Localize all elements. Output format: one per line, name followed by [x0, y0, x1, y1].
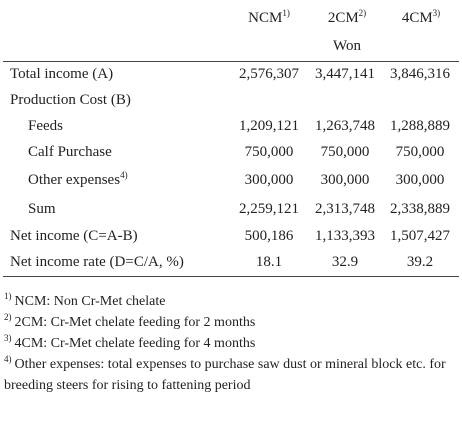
cell-4cm: 750,000 — [395, 144, 445, 160]
cell-ncm: 500,186 — [244, 228, 294, 244]
table-bottom-rule — [3, 276, 459, 277]
cell-2cm: 1,133,393 — [315, 228, 375, 244]
row-label: Total income (A) — [10, 66, 114, 82]
footnote: 2) 2CM: Cr-Met chelate feeding for 2 mont… — [4, 312, 256, 331]
table-row: Sum 2,259,121 2,313,748 2,338,889 — [0, 196, 462, 222]
column-header-4cm: 4CM3) — [401, 8, 441, 27]
cell-ncm: 750,000 — [244, 144, 294, 160]
table-row: Production Cost (B) — [0, 87, 462, 113]
cell-ncm: 300,000 — [244, 172, 294, 188]
cell-ncm: 2,259,121 — [239, 201, 299, 217]
table-row: Other expenses4) 300,000 300,000 300,000 — [0, 167, 462, 193]
column-header-2cm: 2CM2) — [327, 8, 367, 27]
table-row: Calf Purchase 750,000 750,000 750,000 — [0, 139, 462, 165]
cell-4cm: 3,846,316 — [390, 66, 450, 82]
table-top-rule — [3, 61, 459, 62]
column-header-ncm: NCM1) — [248, 8, 290, 27]
cell-4cm: 2,338,889 — [390, 201, 450, 217]
table-row: Net income rate (D=C/A, %) 18.1 32.9 39.… — [0, 249, 462, 275]
cell-4cm: 1,507,427 — [390, 228, 450, 244]
footnote: 4) Other expenses: total expenses to purc… — [4, 354, 446, 394]
row-label: Net income (C=A-B) — [10, 228, 138, 244]
footnote: 3) 4CM: Cr-Met chelate feeding for 4 mont… — [4, 333, 256, 352]
row-label: Production Cost (B) — [10, 92, 131, 108]
cell-2cm: 750,000 — [320, 144, 370, 160]
cell-2cm: 3,447,141 — [315, 66, 375, 82]
row-label: Sum — [28, 201, 56, 217]
table-row: Net income (C=A-B) 500,186 1,133,393 1,5… — [0, 223, 462, 249]
cell-ncm: 1,209,121 — [239, 118, 299, 134]
cell-2cm: 2,313,748 — [315, 201, 375, 217]
table-row: Total income (A) 2,576,307 3,447,141 3,8… — [0, 61, 462, 87]
row-label: Feeds — [28, 118, 63, 134]
table-row: Feeds 1,209,121 1,263,748 1,288,889 — [0, 113, 462, 139]
footnote: 1) NCM: Non Cr-Met chelate — [4, 291, 166, 310]
cell-4cm: 300,000 — [395, 172, 445, 188]
row-label: Other expenses4) — [28, 170, 128, 189]
cell-4cm: 39.2 — [406, 254, 434, 270]
cell-2cm: 300,000 — [320, 172, 370, 188]
cell-2cm: 32.9 — [331, 254, 359, 270]
cell-4cm: 1,288,889 — [390, 118, 450, 134]
unit-label: Won — [333, 38, 361, 54]
cell-2cm: 1,263,748 — [315, 118, 375, 134]
row-label: Calf Purchase — [28, 144, 112, 160]
cell-ncm: 18.1 — [255, 254, 283, 270]
row-label: Net income rate (D=C/A, %) — [10, 254, 184, 270]
cell-ncm: 2,576,307 — [239, 66, 299, 82]
